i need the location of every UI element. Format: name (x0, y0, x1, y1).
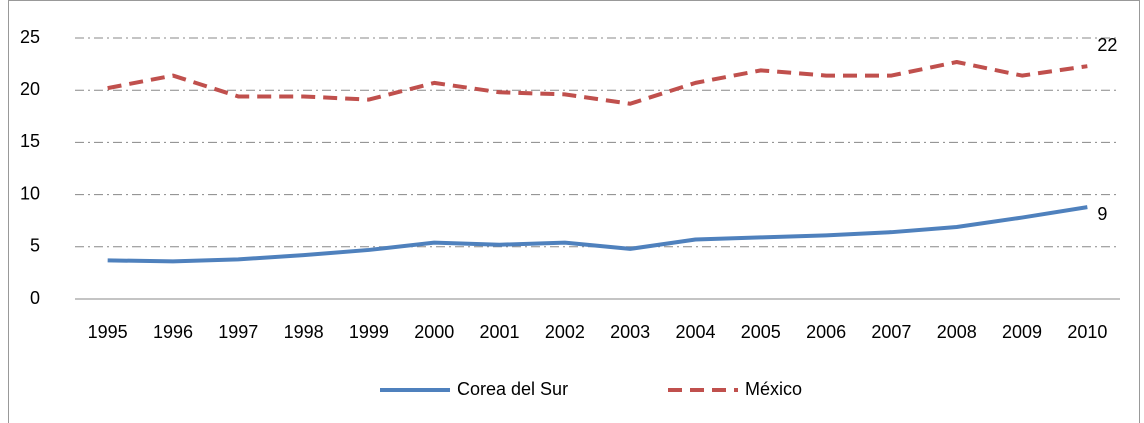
x-tick-label: 2005 (741, 322, 781, 342)
y-tick-label: 10 (20, 183, 40, 203)
chart-border (8, 0, 1140, 423)
x-tick-label: 2004 (675, 322, 715, 342)
y-tick-label: 0 (30, 288, 40, 308)
legend-label: Corea del Sur (457, 379, 568, 399)
y-tick-label: 20 (20, 79, 40, 99)
x-tick-label: 2010 (1067, 322, 1107, 342)
x-tick-label: 1997 (218, 322, 258, 342)
y-tick-label: 15 (20, 131, 40, 151)
x-tick-label: 1999 (349, 322, 389, 342)
y-tick-label: 25 (20, 27, 40, 47)
x-tick-label: 2001 (480, 322, 520, 342)
data-line (107, 205, 1088, 264)
x-tick-label: 2008 (937, 322, 977, 342)
x-tick-label: 2006 (806, 322, 846, 342)
data-line (107, 60, 1088, 106)
y-tick-label: 5 (30, 236, 40, 256)
x-tick-label: 2000 (414, 322, 454, 342)
x-tick-label: 1998 (284, 322, 324, 342)
x-tick-label: 1995 (88, 322, 128, 342)
x-tick-label: 2003 (610, 322, 650, 342)
x-tick-label: 2009 (1002, 322, 1042, 342)
x-tick-label: 2007 (871, 322, 911, 342)
data-label: 22 (1097, 35, 1117, 55)
x-tick-label: 1996 (153, 322, 193, 342)
data-label: 9 (1097, 204, 1107, 224)
x-tick-label: 2002 (545, 322, 585, 342)
legend-label: México (745, 379, 802, 399)
